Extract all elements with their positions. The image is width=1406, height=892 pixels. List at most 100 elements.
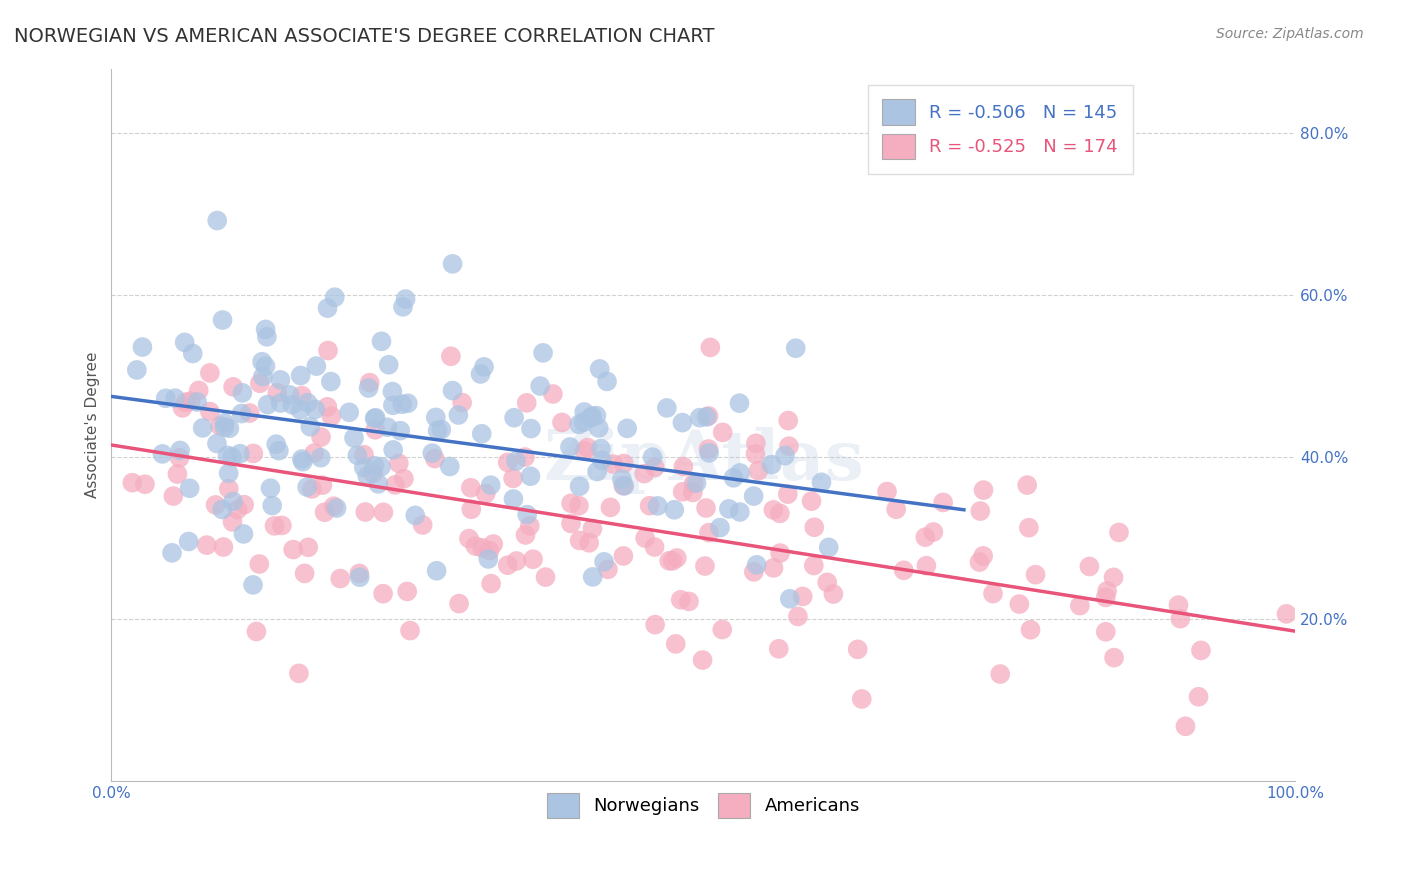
- Point: [381, 384, 404, 399]
- Point: [472, 359, 495, 374]
- Point: [745, 436, 768, 450]
- Point: [981, 586, 1004, 600]
- Point: [602, 457, 624, 471]
- Point: [460, 481, 482, 495]
- Point: [586, 465, 609, 479]
- Point: [319, 375, 342, 389]
- Point: [519, 469, 541, 483]
- Point: [290, 368, 312, 383]
- Point: [382, 442, 405, 457]
- Point: [471, 541, 494, 555]
- Point: [1008, 597, 1031, 611]
- Point: [381, 398, 404, 412]
- Point: [513, 450, 536, 464]
- Point: [669, 592, 692, 607]
- Point: [1167, 598, 1189, 612]
- Point: [474, 486, 496, 500]
- Point: [531, 346, 554, 360]
- Point: [294, 566, 316, 581]
- Point: [384, 478, 406, 492]
- Point: [304, 446, 326, 460]
- Point: [744, 447, 766, 461]
- Point: [1108, 525, 1130, 540]
- Point: [973, 483, 995, 497]
- Point: [534, 570, 557, 584]
- Point: [671, 416, 693, 430]
- Point: [1095, 584, 1118, 599]
- Point: [728, 396, 751, 410]
- Point: [633, 467, 655, 481]
- Point: [218, 467, 240, 481]
- Point: [709, 520, 731, 534]
- Point: [823, 587, 845, 601]
- Point: [610, 472, 633, 486]
- Point: [198, 366, 221, 380]
- Point: [596, 562, 619, 576]
- Point: [218, 421, 240, 435]
- Point: [430, 423, 453, 437]
- Point: [195, 538, 218, 552]
- Point: [299, 419, 322, 434]
- Point: [502, 491, 524, 506]
- Point: [464, 539, 486, 553]
- Point: [447, 408, 470, 422]
- Point: [412, 518, 434, 533]
- Point: [519, 519, 541, 533]
- Point: [505, 554, 527, 568]
- Point: [1094, 591, 1116, 605]
- Point: [664, 502, 686, 516]
- Point: [370, 459, 392, 474]
- Legend: Norwegians, Americans: Norwegians, Americans: [540, 786, 868, 825]
- Point: [932, 495, 955, 509]
- Point: [214, 416, 236, 430]
- Text: ZipAtlas: ZipAtlas: [543, 427, 863, 494]
- Point: [349, 566, 371, 581]
- Point: [270, 396, 292, 410]
- Point: [172, 401, 194, 415]
- Point: [568, 533, 591, 548]
- Point: [479, 478, 502, 492]
- Point: [672, 459, 695, 474]
- Point: [682, 485, 704, 500]
- Point: [479, 576, 502, 591]
- Point: [377, 358, 399, 372]
- Point: [249, 376, 271, 391]
- Point: [579, 410, 602, 425]
- Point: [388, 456, 411, 470]
- Point: [692, 653, 714, 667]
- Point: [222, 380, 245, 394]
- Point: [389, 424, 412, 438]
- Point: [239, 406, 262, 420]
- Point: [399, 624, 422, 638]
- Point: [329, 572, 352, 586]
- Point: [305, 359, 328, 373]
- Point: [728, 505, 751, 519]
- Point: [678, 594, 700, 608]
- Point: [644, 540, 666, 554]
- Point: [311, 478, 333, 492]
- Point: [354, 505, 377, 519]
- Point: [214, 420, 236, 434]
- Point: [785, 341, 807, 355]
- Point: [779, 591, 801, 606]
- Point: [551, 416, 574, 430]
- Point: [515, 528, 537, 542]
- Point: [711, 623, 734, 637]
- Point: [787, 609, 810, 624]
- Point: [218, 482, 240, 496]
- Point: [560, 496, 582, 510]
- Point: [572, 415, 595, 429]
- Point: [644, 460, 666, 475]
- Point: [470, 367, 492, 381]
- Point: [250, 355, 273, 369]
- Point: [568, 417, 591, 432]
- Point: [134, 477, 156, 491]
- Point: [516, 396, 538, 410]
- Point: [226, 502, 249, 516]
- Point: [478, 543, 501, 558]
- Point: [297, 396, 319, 410]
- Point: [581, 409, 603, 423]
- Point: [728, 466, 751, 480]
- Point: [363, 411, 385, 425]
- Point: [301, 482, 323, 496]
